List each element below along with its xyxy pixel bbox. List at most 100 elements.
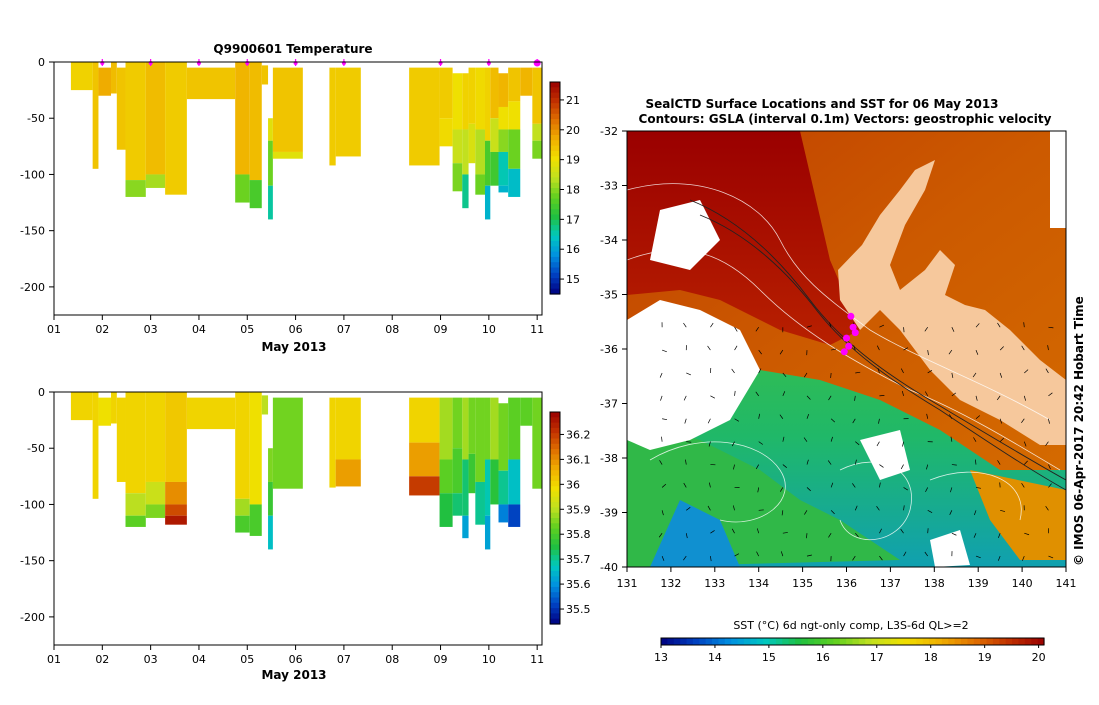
sst-colorbar-tick-label: 14 xyxy=(708,651,722,664)
land-mask-cutout xyxy=(1050,131,1066,228)
colorbar-segment xyxy=(550,199,560,205)
profile-cell xyxy=(485,398,490,460)
profile-cell xyxy=(499,504,509,522)
profile-cell xyxy=(453,398,463,449)
profile-cell xyxy=(499,129,509,151)
profile-cell xyxy=(165,392,187,482)
profile-cell xyxy=(508,101,520,129)
sst-colorbar-segment xyxy=(878,638,885,645)
sst-colorbar-segment xyxy=(935,638,942,645)
profile-cell xyxy=(499,403,509,470)
profile-cell xyxy=(508,129,520,168)
profile-cell xyxy=(462,516,468,538)
sst-colorbar-segment xyxy=(680,638,687,645)
lat-tick-label: -37 xyxy=(600,398,618,411)
colorbar-tick-label: 19 xyxy=(566,154,580,167)
colorbar-segment xyxy=(550,502,560,508)
y-tick-label: 0 xyxy=(38,386,45,399)
colorbar-segment xyxy=(550,460,560,466)
x-tick-label: 03 xyxy=(144,653,158,666)
colorbar-segment xyxy=(550,412,560,418)
sst-colorbar-segment xyxy=(827,638,834,645)
x-tick-label: 04 xyxy=(192,653,206,666)
profile-cell xyxy=(250,180,262,208)
colorbar-tick-label: 15 xyxy=(566,273,580,286)
sst-colorbar-tick-label: 20 xyxy=(1032,651,1046,664)
lat-tick-label: -36 xyxy=(600,343,618,356)
profile-cell xyxy=(409,68,439,166)
sst-colorbar-segment xyxy=(706,638,713,645)
colorbar-tick-label: 36.2 xyxy=(566,428,591,441)
x-tick-label: 03 xyxy=(144,323,158,336)
profile-cell xyxy=(462,129,468,174)
profile-cell xyxy=(111,62,117,93)
colorbar-segment xyxy=(550,262,560,268)
profile-cell xyxy=(187,68,235,99)
profile-cell xyxy=(409,476,439,495)
profile-cell xyxy=(336,68,361,157)
lat-tick-label: -39 xyxy=(600,507,618,520)
profile-cell xyxy=(532,141,542,159)
colorbar-segment xyxy=(550,613,560,619)
profile-cell xyxy=(520,68,532,96)
seal-location-marker xyxy=(847,313,854,320)
colorbar-segment xyxy=(550,449,560,455)
lon-tick-label: 132 xyxy=(660,577,681,590)
profile-cell xyxy=(329,398,335,488)
profile-cell xyxy=(490,459,498,504)
sst-colorbar-segment xyxy=(789,638,796,645)
colorbar-segment xyxy=(550,87,560,93)
profile-cell xyxy=(490,68,498,119)
profile-cell xyxy=(71,392,93,420)
colorbar-segment xyxy=(550,146,560,152)
sst-colorbar-tick-label: 13 xyxy=(654,651,668,664)
x-tick-label: 02 xyxy=(95,323,109,336)
colorbar-segment xyxy=(550,124,560,130)
colorbar-tick-label: 20 xyxy=(566,124,580,137)
profile-cell xyxy=(187,398,235,429)
colorbar-tick-label: 21 xyxy=(566,94,580,107)
colorbar-segment xyxy=(550,428,560,434)
sst-colorbar-segment xyxy=(993,638,1000,645)
seal-location-marker xyxy=(845,343,852,350)
sst-colorbar-segment xyxy=(929,638,936,645)
lon-tick-label: 138 xyxy=(924,577,945,590)
y-tick-label: 0 xyxy=(38,56,45,69)
lon-tick-label: 133 xyxy=(704,577,725,590)
profile-cell xyxy=(485,186,490,220)
x-tick-label: 08 xyxy=(385,653,399,666)
sst-colorbar-segment xyxy=(955,638,962,645)
colorbar-segment xyxy=(550,534,560,540)
profile-cell xyxy=(273,398,303,489)
colorbar-segment xyxy=(550,130,560,136)
profile-cell xyxy=(268,141,273,186)
profile-cell xyxy=(499,471,509,505)
colorbar-segment xyxy=(550,582,560,588)
x-tick-label: 11 xyxy=(530,653,544,666)
profile-cell xyxy=(126,516,146,527)
colorbar-segment xyxy=(550,476,560,482)
colorbar-segment xyxy=(550,439,560,445)
colorbar-segment xyxy=(550,571,560,577)
colorbar-segment xyxy=(550,215,560,221)
sst-colorbar-segment xyxy=(948,638,955,645)
colorbar-segment xyxy=(550,492,560,498)
sst-colorbar-segment xyxy=(776,638,783,645)
colorbar-segment xyxy=(550,151,560,157)
profile-cell xyxy=(165,504,187,515)
sst-colorbar-caption: SST (°C) 6d ngt-only comp, L3S-6d QL>=2 xyxy=(733,619,968,632)
sst-colorbar-segment xyxy=(1031,638,1038,645)
profile-cell xyxy=(453,129,463,163)
profile-cell xyxy=(499,73,509,107)
x-tick-label: 07 xyxy=(337,323,351,336)
profile-cell xyxy=(453,73,463,129)
profile-cell xyxy=(235,499,249,516)
profile-cell xyxy=(268,516,273,550)
profile-cell xyxy=(440,459,453,493)
profile-cell xyxy=(508,398,520,460)
colorbar-tick-label: 17 xyxy=(566,213,580,226)
lon-tick-label: 141 xyxy=(1056,577,1077,590)
lon-tick-label: 134 xyxy=(748,577,769,590)
sst-colorbar-segment xyxy=(821,638,828,645)
